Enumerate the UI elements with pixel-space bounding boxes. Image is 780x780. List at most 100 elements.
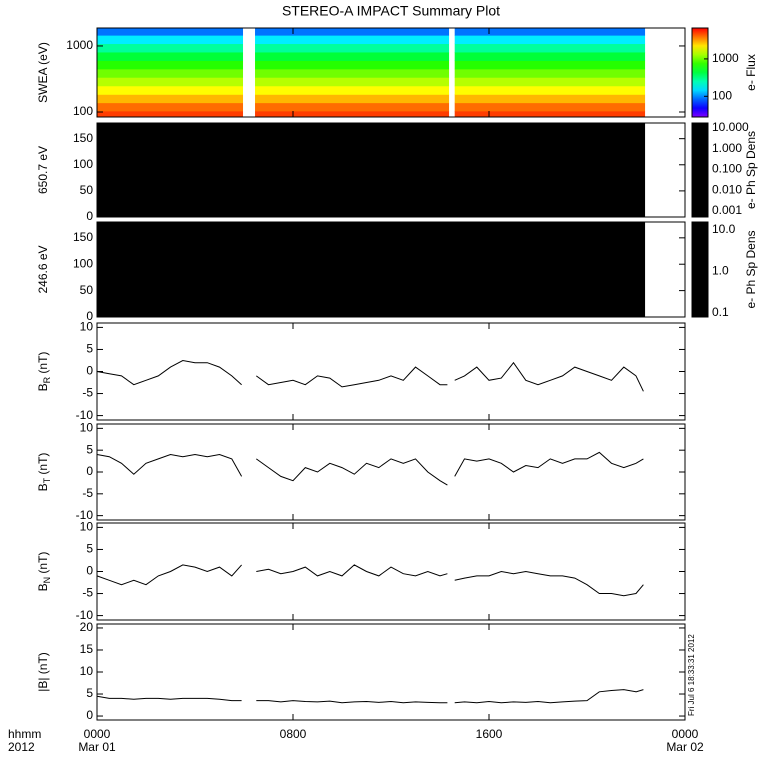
- line: [96, 453, 243, 477]
- spectrogram: [97, 28, 646, 117]
- y-tick-label: 0: [86, 209, 93, 223]
- line: [96, 564, 242, 586]
- flux-cell: [97, 102, 244, 112]
- line: [454, 689, 644, 704]
- y-label-unit: (nT): [36, 352, 50, 377]
- colorbar-tick-label: 0.001: [712, 203, 742, 217]
- data-block: [97, 222, 646, 317]
- flux-cell: [97, 110, 244, 117]
- y-tick-label: 0: [86, 708, 93, 722]
- y-tick-label: 0: [86, 309, 93, 323]
- x-date-label: Mar 01: [78, 740, 116, 754]
- y-tick-label: 0: [86, 564, 93, 578]
- flux-cell: [454, 102, 646, 112]
- flux-cell: [97, 94, 244, 104]
- y-axis-label: 246.6 eV: [36, 245, 50, 293]
- flux-cell: [97, 77, 244, 87]
- line: [96, 695, 242, 702]
- y-tick-label: 1000: [66, 38, 93, 52]
- y-label-sub: R: [42, 376, 52, 383]
- y-tick-label: 10: [80, 421, 94, 435]
- x-tick-label: 0000: [672, 727, 699, 741]
- panel-frame: [96, 322, 686, 421]
- panel-frame: [96, 423, 686, 521]
- line: [256, 366, 448, 388]
- flux-cell: [97, 35, 244, 45]
- y-tick-label: -5: [82, 486, 93, 500]
- colorbar-tick-label: 1000: [712, 51, 739, 65]
- x-date-label: Mar 02: [666, 740, 704, 754]
- panel-frame: [96, 122, 686, 218]
- y-tick-label: -10: [76, 608, 94, 622]
- y-tick-label: 5: [86, 686, 93, 700]
- y-label-unit: (nT): [36, 652, 50, 677]
- y-tick-label: 0: [86, 464, 93, 478]
- y-axis-label: 650.7 eV: [36, 146, 50, 194]
- panel-frame: [96, 221, 686, 318]
- flux-cell: [454, 60, 646, 70]
- y-tick-label: 15: [80, 642, 94, 656]
- flux-cell: [97, 51, 244, 61]
- colorbar-tick-label: 100: [712, 88, 732, 102]
- y-label-unit: (nT): [36, 552, 50, 577]
- y-tick-label: -10: [76, 408, 94, 422]
- y-tick-label: 10: [80, 520, 94, 534]
- flux-cell: [97, 43, 244, 53]
- y-tick-label: -10: [76, 508, 94, 522]
- timestamp: Fri Jul 6 18:33:31 2012: [687, 634, 696, 716]
- data-block: [97, 123, 646, 217]
- chart-title: STEREO-A IMPACT Summary Plot: [282, 3, 500, 19]
- y-tick-label: 5: [86, 542, 93, 556]
- y-label-main: B: [36, 483, 50, 491]
- flux-cell: [97, 68, 244, 78]
- y-tick-label: 0: [86, 364, 93, 378]
- colorbar-tick-label: 1.0: [712, 264, 729, 278]
- y-tick-label: 50: [80, 283, 94, 297]
- flux-cell: [255, 94, 450, 104]
- y-axis-label: BT (nT): [36, 453, 52, 492]
- flux-cell: [255, 68, 450, 78]
- y-label-main: B: [36, 383, 50, 391]
- x-tick-label: 0000: [84, 727, 111, 741]
- line: [454, 451, 644, 477]
- colorbar-label: e- Flux: [744, 54, 758, 91]
- flux-cell: [454, 35, 646, 45]
- flux-cell: [97, 60, 244, 70]
- flux-cell: [255, 35, 450, 45]
- flux-cell: [255, 85, 450, 95]
- flux-cell: [454, 110, 646, 117]
- y-label-main: B: [36, 583, 50, 591]
- y-label-main: |B|: [36, 678, 50, 692]
- y-axis-label: |B| (nT): [36, 652, 50, 692]
- flux-cell: [97, 28, 244, 36]
- flux-cell: [255, 43, 450, 53]
- y-tick-label: 100: [73, 104, 93, 118]
- flux-cell: [97, 85, 244, 95]
- colorbar-tick-label: 10.000: [712, 120, 749, 134]
- line: [256, 700, 448, 704]
- y-label-unit: (nT): [36, 453, 50, 478]
- time-label: hhmm: [8, 727, 41, 741]
- colorbar: [691, 27, 709, 118]
- y-tick-label: 50: [80, 183, 94, 197]
- line: [256, 564, 448, 577]
- line: [454, 570, 644, 597]
- line: [454, 361, 644, 392]
- x-tick-label: 1600: [476, 727, 503, 741]
- colorbar-tick-label: 10.0: [712, 222, 736, 236]
- y-tick-label: 10: [80, 320, 94, 334]
- line: [256, 458, 448, 486]
- y-label-sub: N: [42, 577, 52, 584]
- colorbar-tick-label: 1.000: [712, 141, 742, 155]
- y-tick-label: 10: [80, 664, 94, 678]
- x-tick-label: 0800: [280, 727, 307, 741]
- flux-cell: [255, 60, 450, 70]
- flux-cell: [255, 51, 450, 61]
- y-tick-label: 150: [73, 131, 93, 145]
- colorbar: [691, 122, 709, 218]
- flux-cell: [255, 110, 450, 117]
- y-axis-label: BN (nT): [36, 552, 52, 592]
- colorbar-tick-label: 0.1: [712, 305, 729, 319]
- colorbar-tick-label: 0.100: [712, 162, 742, 176]
